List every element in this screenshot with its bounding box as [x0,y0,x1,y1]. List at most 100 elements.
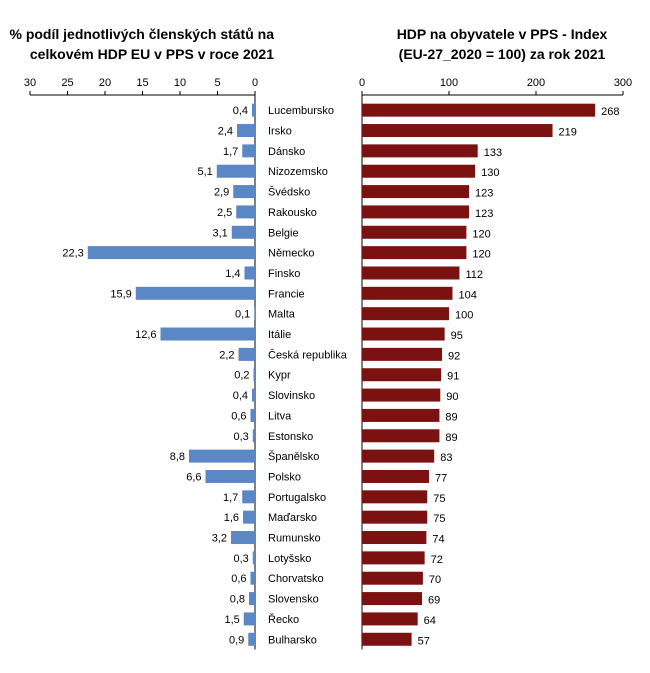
right-data-label: 268 [601,106,619,118]
left-title-line2: celkovém HDP EU v PPS v roce 2021 [29,46,274,62]
left-chart-title: % podíl jednotlivých členských států na … [4,24,274,64]
left-tick-label: 5 [214,77,220,89]
right-bar [362,632,412,646]
right-data-label: 92 [448,350,460,362]
category-label: Maďarsko [268,512,317,524]
right-data-label: 57 [418,635,430,647]
left-data-label: 5,1 [197,166,212,178]
category-label: Německo [268,248,314,260]
right-tick-label: 200 [527,77,545,89]
category-label: Rakousko [268,207,317,219]
left-bar [216,164,255,178]
right-data-label: 133 [484,147,502,159]
left-data-label: 3,2 [212,533,227,545]
left-data-label: 1,4 [225,268,240,280]
left-data-label: 3,1 [212,227,227,239]
right-data-label: 112 [465,269,483,281]
right-tick-label: 100 [440,77,458,89]
right-tick-label: 300 [614,77,632,89]
left-bar [253,368,255,382]
right-bar [362,307,449,321]
right-data-label: 123 [475,208,493,220]
left-bar [248,632,255,646]
right-bar [362,368,442,382]
right-data-label: 120 [472,249,490,261]
right-bar [362,510,428,524]
right-data-label: 95 [451,330,463,342]
category-label: Česká republika [268,348,348,361]
left-bar [252,551,255,565]
right-bar [362,551,425,565]
right-bar [362,490,428,504]
right-bar [362,266,460,280]
left-data-label: 2,9 [214,187,229,199]
left-bar [189,449,255,463]
left-data-label: 0,9 [229,634,244,646]
left-bar [231,225,255,239]
right-bar [362,347,443,361]
right-bar [362,612,418,626]
left-data-label: 22,3 [62,248,83,260]
right-data-label: 91 [447,371,459,383]
left-tick-label: 0 [252,77,258,89]
category-label: Rumunsko [268,533,321,545]
right-bar [362,449,435,463]
left-tick-label: 25 [61,77,73,89]
category-label: Španělsko [268,450,319,463]
left-bar [244,266,255,280]
left-bar [236,205,255,219]
category-label: Lotyšsko [268,553,311,565]
left-bar [231,531,255,545]
category-label: Irsko [268,126,292,138]
category-label: Francie [268,288,305,300]
right-bar [362,286,453,300]
right-data-label: 74 [432,534,444,546]
right-data-label: 70 [429,574,441,586]
right-data-label: 123 [475,188,493,200]
left-data-label: 0,8 [230,594,245,606]
right-title-line2: (EU-27_2020 = 100) za rok 2021 [398,46,606,62]
right-bar [362,144,478,158]
right-bar [362,246,467,260]
category-label: Polsko [268,471,301,483]
left-bar [252,103,255,117]
right-data-label: 75 [433,513,445,525]
left-bar [205,469,255,483]
right-bar [362,185,470,199]
left-data-label: 12,6 [135,329,156,341]
right-chart-title: HDP na obyvatele v PPS - Index (EU-27_20… [372,24,632,64]
category-label: Švédsko [268,186,310,199]
category-label: Bulharsko [268,634,317,646]
left-data-label: 0,4 [233,390,248,402]
left-data-label: 0,6 [231,573,246,585]
left-bar [242,490,255,504]
right-bar [362,103,596,117]
category-label: Slovensko [268,594,319,606]
right-data-label: 100 [455,310,473,322]
left-title-line1: % podíl jednotlivých členských států na [9,26,274,42]
left-tick-label: 30 [24,77,36,89]
right-data-label: 130 [481,167,499,179]
left-bar [238,347,255,361]
category-label: Lucembursko [268,105,334,117]
right-bar [362,164,476,178]
right-data-label: 77 [435,472,447,484]
left-tick-label: 20 [99,77,111,89]
left-data-label: 15,9 [110,288,131,300]
right-data-label: 90 [446,391,458,403]
right-bar [362,429,440,443]
right-data-label: 83 [440,452,452,464]
left-bar [242,144,255,158]
right-bar [362,327,445,341]
category-label: Portugalsko [268,492,326,504]
category-label: Finsko [268,268,300,280]
left-data-label: 1,7 [223,492,238,504]
left-tick-label: 15 [136,77,148,89]
right-data-label: 75 [433,493,445,505]
right-tick-label: 0 [359,77,365,89]
right-bar [362,469,429,483]
category-label: Litva [268,410,292,422]
right-data-label: 69 [428,595,440,607]
right-bar [362,205,470,219]
